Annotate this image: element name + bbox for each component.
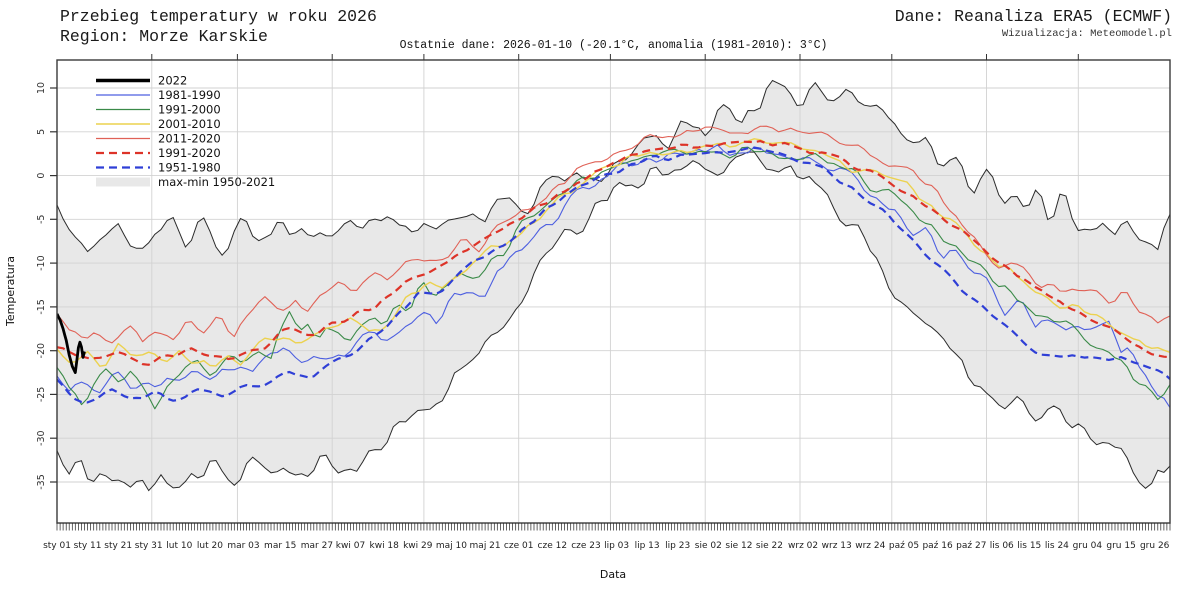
x-tick-label: lut 10 (166, 541, 192, 551)
x-tick-label: paź 16 (922, 541, 953, 551)
band-min-line (57, 151, 1170, 492)
page-title: Przebieg temperatury w roku 2026 (60, 7, 377, 26)
axis-ticks (50, 54, 1171, 531)
region-subtitle: Region: Morze Karskie (60, 27, 268, 46)
legend-label: 1981-1990 (158, 88, 221, 102)
visualization-credit: Wizualizacja: Meteomodel.pl (1001, 28, 1172, 40)
x-tick-label: wrz 13 (822, 541, 852, 551)
x-tick-label: sie 12 (725, 541, 752, 551)
x-tick-label: lis 15 (1017, 541, 1041, 551)
x-tick-label: cze 23 (571, 541, 601, 551)
x-tick-label: gru 15 (1106, 541, 1135, 551)
x-tick-label: wrz 02 (788, 541, 818, 551)
x-tick-label: gru 26 (1140, 541, 1170, 551)
x-tick-label: kwi 07 (336, 541, 365, 551)
x-tick-label: mar 03 (227, 541, 259, 551)
x-tick-label: mar 15 (264, 541, 296, 551)
legend-label: max-min 1950-2021 (158, 175, 275, 189)
series-line-2011-2020 (57, 125, 1170, 344)
legend: 20221981-19901991-20002001-20102011-2020… (96, 74, 275, 189)
x-tick-label: kwi 18 (370, 541, 400, 551)
y-tick-label: 0 (36, 173, 47, 179)
x-tick-label: maj 10 (436, 541, 467, 551)
x-tick-label: lut 20 (197, 541, 223, 551)
legend-label: 2022 (158, 74, 187, 88)
x-axis-title: Data (600, 568, 626, 581)
y-tick-label: -5 (36, 215, 47, 224)
x-tick-label: cze 01 (504, 541, 534, 551)
x-tick-label: paź 05 (889, 541, 919, 551)
last-data-subtitle: Ostatnie dane: 2026-01-10 (-20.1°C, anom… (399, 39, 828, 52)
legend-label: 1991-2000 (158, 103, 221, 117)
x-tick-label: mar 27 (301, 541, 333, 551)
legend-label: 2001-2010 (158, 117, 221, 131)
legend-label: 1951-1980 (158, 161, 221, 175)
y-tick-label: -30 (36, 430, 47, 446)
x-tick-label: lip 03 (604, 541, 629, 551)
y-tick-label: 5 (36, 129, 47, 135)
x-tick-label: sie 02 (695, 541, 722, 551)
x-tick-label: sty 21 (104, 541, 132, 551)
x-tick-label: lis 06 (990, 541, 1014, 551)
y-tick-label: -15 (36, 299, 47, 315)
series-line-1981-1990 (57, 144, 1170, 408)
series-line-1951-1980 (57, 146, 1170, 404)
x-tick-label: kwi 29 (403, 541, 433, 551)
x-tick-label: wrz 24 (855, 541, 885, 551)
y-tick-label: -10 (36, 255, 47, 271)
series-line-2022 (57, 313, 86, 375)
x-tick-label: lip 23 (665, 541, 690, 551)
series-lines (57, 125, 1170, 410)
y-tick-label: -35 (36, 474, 47, 490)
y-tick-label: -20 (36, 343, 47, 359)
series-line-1991-2020 (57, 140, 1170, 366)
x-tick-label: sty 11 (74, 541, 102, 551)
data-source-label: Dane: Reanaliza ERA5 (ECMWF) (894, 7, 1172, 26)
y-axis-title: Temperatura (4, 256, 17, 327)
x-tick-label: lis 24 (1045, 541, 1069, 551)
x-tick-label: sty 31 (135, 541, 163, 551)
x-tick-label: gru 04 (1073, 541, 1103, 551)
gridlines (57, 60, 1170, 523)
y-tick-label: -25 (36, 387, 47, 403)
x-tick-label: maj 21 (470, 541, 501, 551)
x-tick-label: sie 22 (756, 541, 783, 551)
legend-band-swatch (96, 177, 150, 187)
legend-label: 1991-2020 (158, 146, 221, 160)
x-tick-label: sty 01 (43, 541, 71, 551)
x-tick-label: lip 13 (635, 541, 660, 551)
x-tick-label: paź 27 (956, 541, 986, 551)
x-tick-label: cze 12 (538, 541, 568, 551)
legend-label: 2011-2020 (158, 132, 221, 146)
y-tick-label: 10 (36, 82, 47, 94)
